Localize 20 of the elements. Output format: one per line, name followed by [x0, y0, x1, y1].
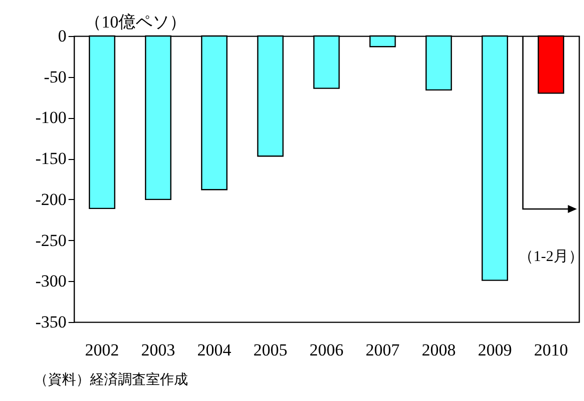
- y-tick-label: -350: [35, 312, 66, 332]
- y-tick-label: -300: [35, 272, 66, 291]
- y-axis-title: （10億ペソ）: [84, 12, 186, 32]
- text: （資料）経済調査室作成: [34, 372, 188, 388]
- y-tick-label: 0: [58, 26, 66, 46]
- annotation: （1-2月）: [518, 249, 584, 266]
- x-tick-label: 2002: [85, 340, 120, 360]
- y-tick-label: -50: [44, 67, 66, 86]
- x-tick-label: 2007: [366, 340, 400, 360]
- y-tick-label: -200: [35, 190, 66, 209]
- y-tick-label: -100: [35, 108, 66, 128]
- y-tick-label: -250: [35, 230, 66, 250]
- x-tick-label: 2006: [310, 340, 344, 360]
- x-tick-label: 2005: [253, 340, 288, 360]
- x-tick-label: 2004: [197, 340, 232, 360]
- x-tick-label: 2009: [478, 340, 512, 360]
- x-tick-label: 2003: [141, 340, 176, 360]
- x-tick-label: 2008: [422, 340, 456, 360]
- x-tick-label: 2010: [534, 340, 568, 360]
- y-tick-label: -150: [35, 149, 66, 168]
